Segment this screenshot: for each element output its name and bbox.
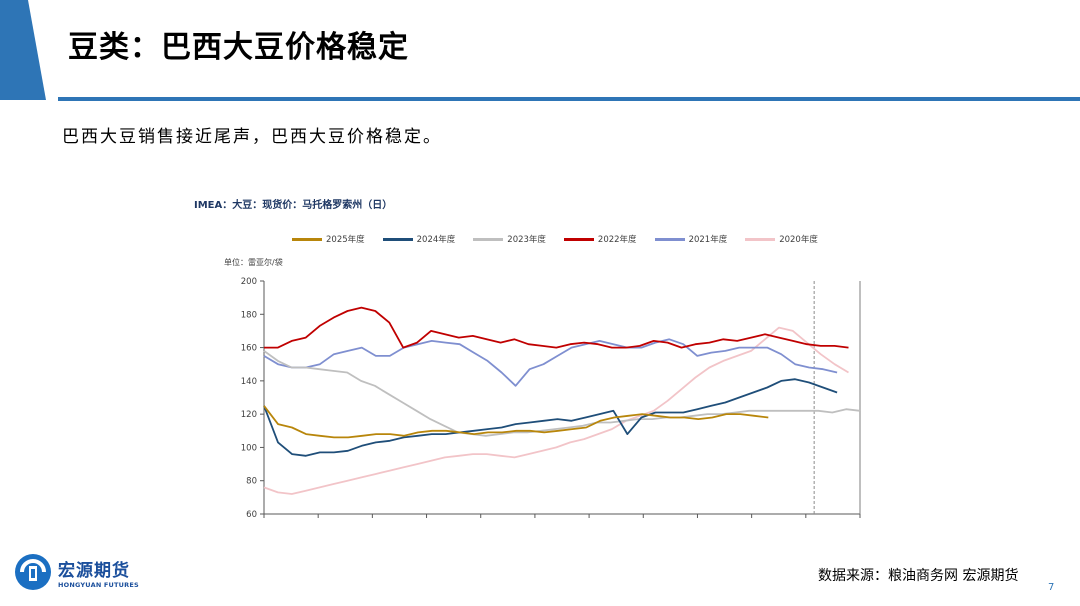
legend-item: 2022年度 <box>563 233 637 245</box>
legend-item: 2020年度 <box>745 233 818 245</box>
y-tick-label: 100 <box>241 443 257 453</box>
legend-swatch <box>473 237 504 241</box>
legend-item: 2023年度 <box>473 233 546 245</box>
y-tick-label: 60 <box>246 510 257 520</box>
legend-label: 2021年度 <box>688 235 728 245</box>
page-number: 7 <box>1048 582 1055 593</box>
series-line-2021年度 <box>263 338 838 387</box>
chart-series <box>263 306 861 495</box>
legend-label: 2023年度 <box>507 235 546 245</box>
legend-label: 2024年度 <box>416 235 456 245</box>
y-tick-label: 180 <box>241 310 257 320</box>
legend-label: 2022年度 <box>597 235 637 245</box>
series-line-2023年度 <box>263 350 861 437</box>
legend-item: 2024年度 <box>382 233 456 245</box>
chart-title: IMEA：大豆：现货价：马托格罗索州（日） <box>194 200 393 211</box>
series-line-2024年度 <box>263 378 838 457</box>
logo-name-en: HONGYUAN FUTURES <box>58 580 139 589</box>
title-accent-shape <box>0 0 46 100</box>
logo-name-cn: 宏源期货 <box>58 560 130 581</box>
price-chart: 60 80 100 120 140 160 180 200 IMEA：大豆：现货价：马托格罗索… <box>180 180 880 525</box>
y-tick-label: 80 <box>246 477 257 487</box>
series-line-2022年度 <box>264 306 849 349</box>
hongyuan-logo-icon <box>15 554 51 590</box>
legend-swatch <box>745 237 776 241</box>
y-tick-label: 200 <box>241 277 257 287</box>
y-tick-label: 120 <box>241 410 257 420</box>
legend-swatch <box>292 237 322 241</box>
chart-unit-label: 单位：雷亚尔/袋 <box>224 258 283 267</box>
legend-item: 2025年度 <box>292 233 365 245</box>
legend-swatch <box>654 237 685 241</box>
legend-item: 2021年度 <box>654 233 728 245</box>
series-line-2020年度 <box>263 326 849 495</box>
legend-label: 2025年度 <box>326 235 365 245</box>
chart-canvas: 60 80 100 120 140 160 180 200 <box>241 277 861 520</box>
y-tick-label: 140 <box>241 377 257 387</box>
legend-swatch <box>382 237 413 241</box>
y-tick-label: 160 <box>241 344 257 354</box>
data-source-note: 数据来源：粮油商务网 宏源期货 <box>818 568 1019 584</box>
company-logo: 宏源期货 HONGYUAN FUTURES <box>14 550 154 594</box>
legend-swatch <box>563 237 594 241</box>
page-subtitle: 巴西大豆销售接近尾声，巴西大豆价格稳定。 <box>62 127 442 147</box>
title-divider <box>58 97 1080 101</box>
series-line-2025年度 <box>263 405 769 439</box>
page-title: 豆类：巴西大豆价格稳定 <box>68 30 409 65</box>
legend-label: 2020年度 <box>779 235 818 245</box>
chart-axes: 60 80 100 120 140 160 180 200 <box>241 277 861 520</box>
chart-legend: 2025年度 2024年度 2023年度 2022年度 2021年度 2020年度 <box>292 233 818 245</box>
